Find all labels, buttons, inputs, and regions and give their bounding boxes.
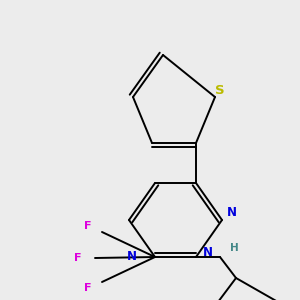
Text: F: F	[84, 221, 92, 231]
Text: N: N	[203, 247, 213, 260]
Text: N: N	[227, 206, 237, 220]
Text: F: F	[74, 253, 82, 263]
Text: N: N	[127, 250, 137, 262]
Text: S: S	[215, 83, 225, 97]
Text: H: H	[230, 243, 238, 253]
Text: F: F	[84, 283, 92, 293]
